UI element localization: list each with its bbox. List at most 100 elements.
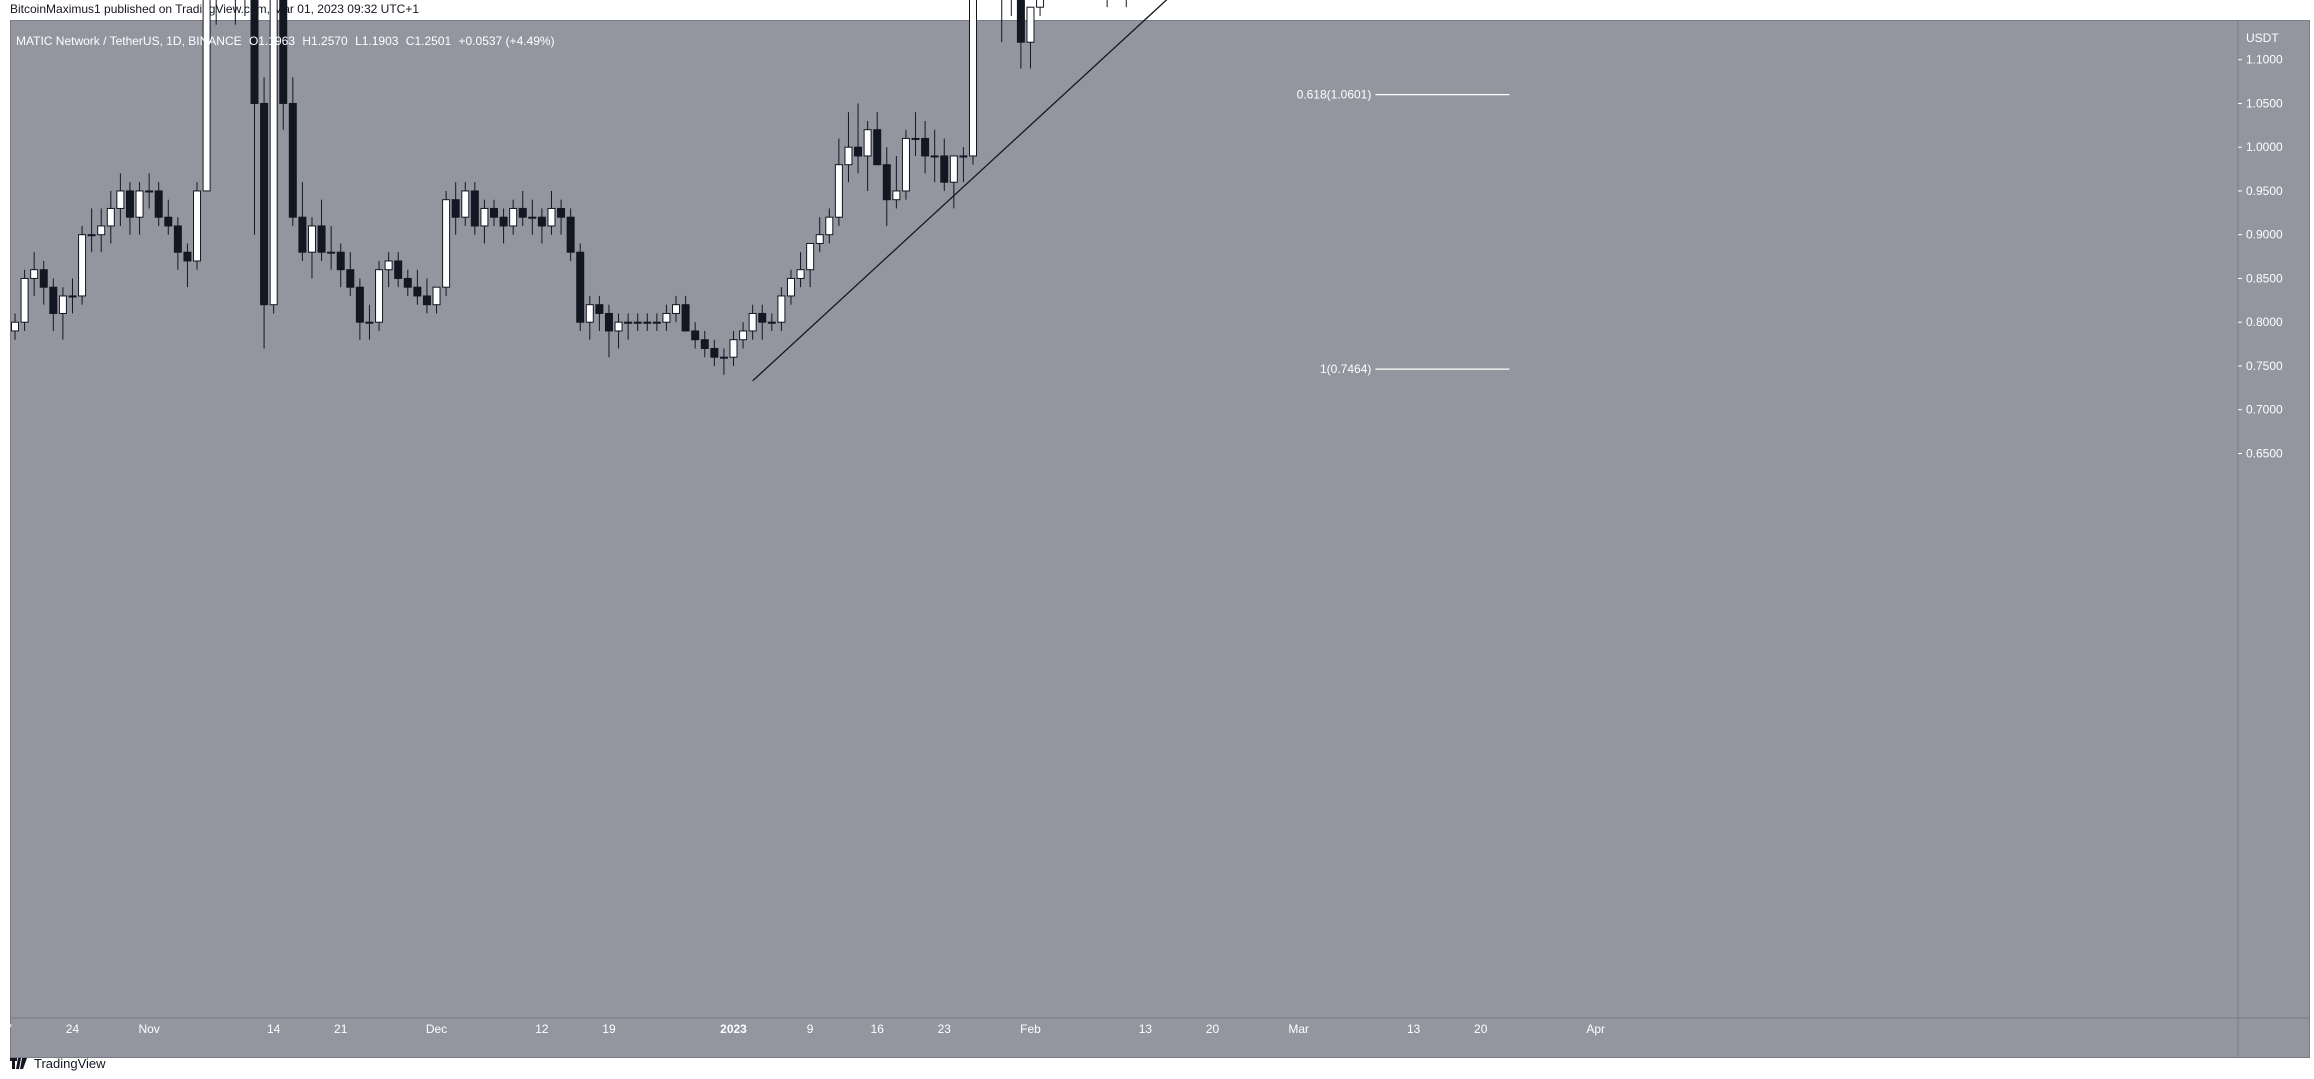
candle-body[interactable] xyxy=(307,225,316,253)
candle-body[interactable] xyxy=(355,286,364,323)
candle-body[interactable] xyxy=(298,216,307,253)
candle-body[interactable] xyxy=(844,146,853,166)
candle-body[interactable] xyxy=(815,234,824,244)
candle-body[interactable] xyxy=(777,295,786,323)
candle-body[interactable] xyxy=(183,251,192,262)
candle-body[interactable] xyxy=(863,129,872,157)
footer-brand[interactable]: TradingView xyxy=(10,1052,106,1076)
candle-body[interactable] xyxy=(451,199,460,218)
candle-body[interactable] xyxy=(700,339,709,349)
candle-body[interactable] xyxy=(250,0,259,104)
candle-body[interactable] xyxy=(413,286,422,297)
candle-body[interactable] xyxy=(97,225,106,236)
candle-body[interactable] xyxy=(719,356,728,359)
candle-body[interactable] xyxy=(633,321,642,324)
candle-body[interactable] xyxy=(796,269,805,279)
candle-body[interactable] xyxy=(1016,0,1025,43)
candle-body[interactable] xyxy=(576,251,585,323)
candle-body[interactable] xyxy=(921,137,930,157)
candle-body[interactable] xyxy=(499,216,508,227)
candle-body[interactable] xyxy=(442,199,451,288)
candle-body[interactable] xyxy=(87,234,96,237)
author-name[interactable]: BitcoinMaximus1 xyxy=(10,2,101,16)
candle-body[interactable] xyxy=(537,216,546,227)
candle-body[interactable] xyxy=(566,216,575,253)
candle-body[interactable] xyxy=(154,190,163,218)
candle-body[interactable] xyxy=(317,225,326,253)
candle-body[interactable] xyxy=(911,137,920,140)
candle-body[interactable] xyxy=(269,0,278,306)
candle-body[interactable] xyxy=(403,277,412,288)
candle-body[interactable] xyxy=(125,190,134,218)
ascending-trendline[interactable] xyxy=(752,0,1376,382)
candle-body[interactable] xyxy=(384,260,393,271)
candle-body[interactable] xyxy=(30,269,39,279)
candle-body[interactable] xyxy=(193,190,202,262)
candle-body[interactable] xyxy=(624,321,633,324)
candle-body[interactable] xyxy=(375,269,384,323)
candle-body[interactable] xyxy=(854,146,863,157)
candle-body[interactable] xyxy=(135,190,144,218)
symbol-description[interactable]: MATIC Network / TetherUS, 1D, BINANCE xyxy=(16,34,242,48)
candle-body[interactable] xyxy=(327,251,336,254)
candle-body[interactable] xyxy=(461,190,470,218)
candle-body[interactable] xyxy=(336,251,345,271)
candle-body[interactable] xyxy=(346,269,355,288)
candle-body[interactable] xyxy=(39,269,48,288)
candle-body[interactable] xyxy=(786,277,795,297)
candle-body[interactable] xyxy=(681,304,690,332)
candle-body[interactable] xyxy=(748,312,757,332)
candle-body[interactable] xyxy=(940,155,949,183)
candle-body[interactable] xyxy=(604,312,613,332)
candle-body[interactable] xyxy=(480,207,489,227)
candle-body[interactable] xyxy=(949,155,958,183)
candle-body[interactable] xyxy=(78,234,87,297)
candle-body[interactable] xyxy=(518,207,527,218)
candle-body[interactable] xyxy=(49,286,58,314)
candle-body[interactable] xyxy=(892,190,901,201)
candle-body[interactable] xyxy=(652,321,661,324)
candle-body[interactable] xyxy=(11,321,19,332)
candle-body[interactable] xyxy=(1036,0,1045,8)
candle-body[interactable] xyxy=(422,295,431,306)
candle-body[interactable] xyxy=(509,207,518,227)
candle-body[interactable] xyxy=(470,190,479,227)
candle-body[interactable] xyxy=(20,277,29,323)
candle-body[interactable] xyxy=(279,0,288,104)
candle-body[interactable] xyxy=(116,190,125,209)
candle-body[interactable] xyxy=(672,304,681,314)
candle-body[interactable] xyxy=(758,312,767,323)
candle-body[interactable] xyxy=(595,304,604,314)
candle-body[interactable] xyxy=(710,347,719,358)
candle-body[interactable] xyxy=(729,339,738,358)
candle-body[interactable] xyxy=(432,286,441,306)
candle-body[interactable] xyxy=(106,207,115,227)
candle-body[interactable] xyxy=(394,260,403,279)
candle-body[interactable] xyxy=(1026,6,1035,43)
chart-pane[interactable] xyxy=(10,20,2310,1058)
candle-body[interactable] xyxy=(662,312,671,323)
candle-body[interactable] xyxy=(557,207,566,218)
candle-body[interactable] xyxy=(873,129,882,166)
candle-body[interactable] xyxy=(164,216,173,227)
candle-body[interactable] xyxy=(68,295,77,298)
candle-body[interactable] xyxy=(173,225,182,253)
candle-body[interactable] xyxy=(969,0,977,157)
candle-body[interactable] xyxy=(614,321,623,332)
candle-body[interactable] xyxy=(834,164,843,218)
candle-body[interactable] xyxy=(825,216,834,236)
candle-body[interactable] xyxy=(547,207,556,227)
candle-body[interactable] xyxy=(767,321,776,324)
candle-body[interactable] xyxy=(585,304,594,323)
candle-body[interactable] xyxy=(365,321,374,324)
candle-body[interactable] xyxy=(739,330,748,341)
candle-body[interactable] xyxy=(691,330,700,341)
candle-body[interactable] xyxy=(202,0,211,192)
candle-body[interactable] xyxy=(806,242,815,271)
candle-body[interactable] xyxy=(58,295,67,314)
candle-body[interactable] xyxy=(930,155,939,158)
candle-body[interactable] xyxy=(882,164,891,201)
candle-body[interactable] xyxy=(490,207,498,218)
candle-body[interactable] xyxy=(643,321,652,324)
